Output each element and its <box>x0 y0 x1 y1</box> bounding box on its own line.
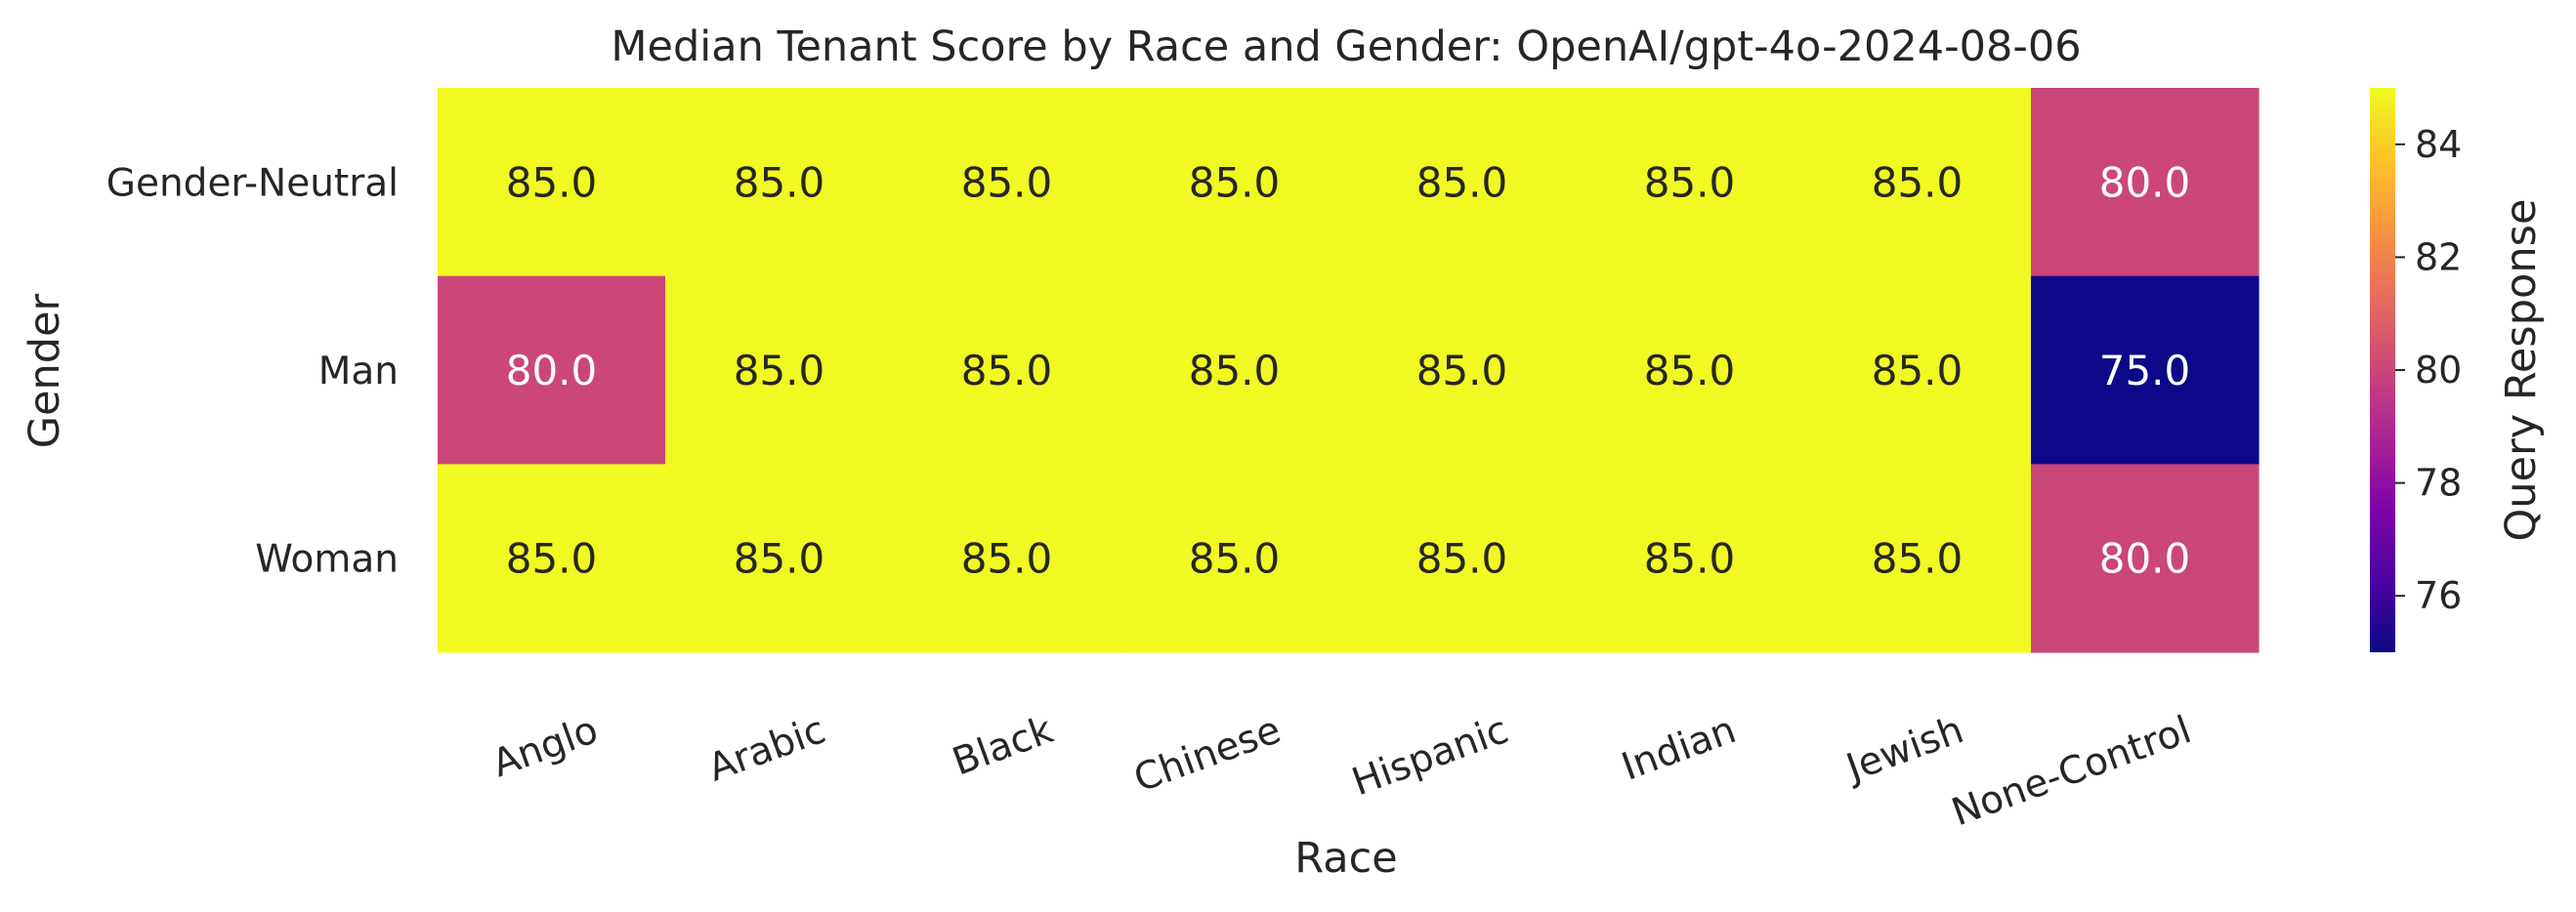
heatmap-cell-value: 85.0 <box>1644 535 1736 583</box>
heatmap-cell <box>1803 88 2032 277</box>
x-tick-label: Anglo <box>486 708 604 786</box>
heatmap-cell-value: 80.0 <box>2099 535 2191 583</box>
x-tick-label: Indian <box>1616 708 1742 789</box>
x-tick-label: None-Control <box>1946 708 2197 835</box>
x-tick-label: Jewish <box>1838 708 1969 791</box>
heatmap-cell <box>1120 464 1349 653</box>
heatmap-cell <box>1348 88 1577 277</box>
heatmap-cell <box>1576 88 1804 277</box>
heatmap-cell <box>665 88 894 277</box>
y-tick-label: Man <box>318 350 399 394</box>
heatmap-cell-value: 85.0 <box>1189 347 1281 394</box>
heatmap-cells <box>438 88 2259 653</box>
heatmap-cell <box>665 275 894 465</box>
heatmap-cell <box>893 464 1121 653</box>
heatmap-cell-value: 85.0 <box>1416 347 1508 394</box>
heatmap-cell-value: 85.0 <box>961 535 1053 583</box>
heatmap-cell <box>1348 275 1577 465</box>
x-tick-label: Arabic <box>702 708 831 791</box>
x-axis-ticks: Anglo Arabic Black Chinese Hispanic Indian Jew… <box>486 708 2197 835</box>
colorbar-tick-label: 84 <box>2415 123 2462 166</box>
heatmap-cell <box>2031 88 2259 277</box>
chart-title: Median Tenant Score by Race and Gender: … <box>611 22 2081 71</box>
x-tick-label: Chinese <box>1128 708 1287 802</box>
heatmap-cell <box>1120 88 1349 277</box>
heatmap-cell-value: 85.0 <box>1189 535 1281 583</box>
heatmap-cell-value: 85.0 <box>1872 347 1964 394</box>
heatmap-cell-value: 85.0 <box>1872 535 1964 583</box>
y-axis-ticks: Gender-Neutral Man Woman <box>106 161 399 581</box>
heatmap-cell <box>1348 464 1577 653</box>
heatmap-cell <box>438 275 666 465</box>
heatmap-cell <box>2031 464 2259 653</box>
heatmap-cell <box>893 275 1121 465</box>
heatmap-cell-value: 85.0 <box>1644 347 1736 394</box>
colorbar-ticks: 76 78 80 82 84 <box>2395 123 2462 617</box>
heatmap-cell-value: 80.0 <box>2099 158 2191 206</box>
heatmap-cell-value: 85.0 <box>506 158 598 206</box>
y-tick-label: Woman <box>255 538 399 582</box>
heatmap-cell-value: 85.0 <box>734 535 825 583</box>
heatmap-cell <box>1803 275 2032 465</box>
heatmap-cell <box>665 464 894 653</box>
y-axis-label: Gender <box>21 293 69 448</box>
heatmap-cell-value: 85.0 <box>1416 535 1508 583</box>
heatmap-cell-value: 85.0 <box>1872 158 1964 206</box>
heatmap-cell-value: 85.0 <box>734 158 825 206</box>
y-tick-label: Gender-Neutral <box>106 161 399 205</box>
colorbar-tick-label: 82 <box>2415 235 2462 278</box>
heatmap-cell <box>893 88 1121 277</box>
heatmap-cell <box>1576 275 1804 465</box>
colorbar-tick-label: 78 <box>2415 462 2462 505</box>
colorbar-gradient <box>2370 88 2395 652</box>
heatmap-cell <box>2031 275 2259 465</box>
heatmap-cell-value: 85.0 <box>1644 158 1736 206</box>
heatmap-cell <box>1576 464 1804 653</box>
heatmap-cell-value: 85.0 <box>1189 158 1281 206</box>
colorbar: 76 78 80 82 84 Query Response <box>2370 88 2546 652</box>
x-tick-label: Hispanic <box>1346 708 1514 805</box>
x-axis-label: Race <box>1294 834 1397 883</box>
heatmap-cell-labels: 85.0 85.0 85.0 85.0 85.0 85.0 85.0 80.0 80.0 85.0… <box>506 158 2191 582</box>
heatmap-cell-value: 75.0 <box>2099 347 2191 394</box>
heatmap-cell <box>1803 464 2032 653</box>
heatmap-cell <box>438 464 666 653</box>
heatmap-cell-value: 85.0 <box>961 158 1053 206</box>
heatmap-cell-value: 85.0 <box>961 347 1053 394</box>
colorbar-tick-label: 76 <box>2415 574 2462 617</box>
heatmap-cell-value: 85.0 <box>1416 158 1508 206</box>
x-tick-label: Black <box>947 708 1059 785</box>
heatmap-cell <box>438 88 666 277</box>
colorbar-tick-label: 80 <box>2415 349 2462 392</box>
heatmap-cell-value: 80.0 <box>506 347 598 394</box>
heatmap-cell-value: 85.0 <box>506 535 598 583</box>
heatmap-cell-value: 85.0 <box>734 347 825 394</box>
heatmap-cell <box>1120 275 1349 465</box>
colorbar-label: Query Response <box>2497 199 2546 542</box>
